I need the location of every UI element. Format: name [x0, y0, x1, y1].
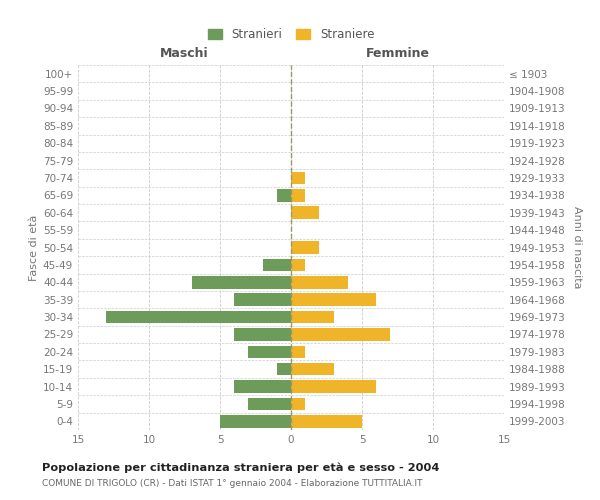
Bar	[291, 311, 334, 324]
Bar	[291, 276, 348, 288]
Text: COMUNE DI TRIGOLO (CR) - Dati ISTAT 1° gennaio 2004 - Elaborazione TUTTITALIA.IT: COMUNE DI TRIGOLO (CR) - Dati ISTAT 1° g…	[42, 479, 422, 488]
Text: Maschi: Maschi	[160, 47, 209, 60]
Bar	[291, 241, 319, 254]
Bar	[291, 380, 376, 393]
Bar	[263, 258, 291, 271]
Bar	[191, 276, 291, 288]
Bar	[291, 189, 305, 202]
Text: Femmine: Femmine	[365, 47, 430, 60]
Bar	[248, 346, 291, 358]
Bar	[291, 363, 334, 376]
Bar	[291, 328, 391, 340]
Legend: Stranieri, Straniere: Stranieri, Straniere	[203, 24, 379, 46]
Bar	[291, 415, 362, 428]
Bar	[291, 258, 305, 271]
Bar	[248, 398, 291, 410]
Y-axis label: Anni di nascita: Anni di nascita	[572, 206, 582, 289]
Bar	[220, 415, 291, 428]
Bar	[106, 311, 291, 324]
Bar	[234, 294, 291, 306]
Bar	[291, 206, 319, 219]
Bar	[291, 346, 305, 358]
Bar	[277, 189, 291, 202]
Bar	[277, 363, 291, 376]
Y-axis label: Fasce di età: Fasce di età	[29, 214, 39, 280]
Text: Popolazione per cittadinanza straniera per età e sesso - 2004: Popolazione per cittadinanza straniera p…	[42, 462, 439, 473]
Bar	[291, 172, 305, 184]
Bar	[234, 328, 291, 340]
Bar	[291, 294, 376, 306]
Bar	[291, 398, 305, 410]
Bar	[234, 380, 291, 393]
